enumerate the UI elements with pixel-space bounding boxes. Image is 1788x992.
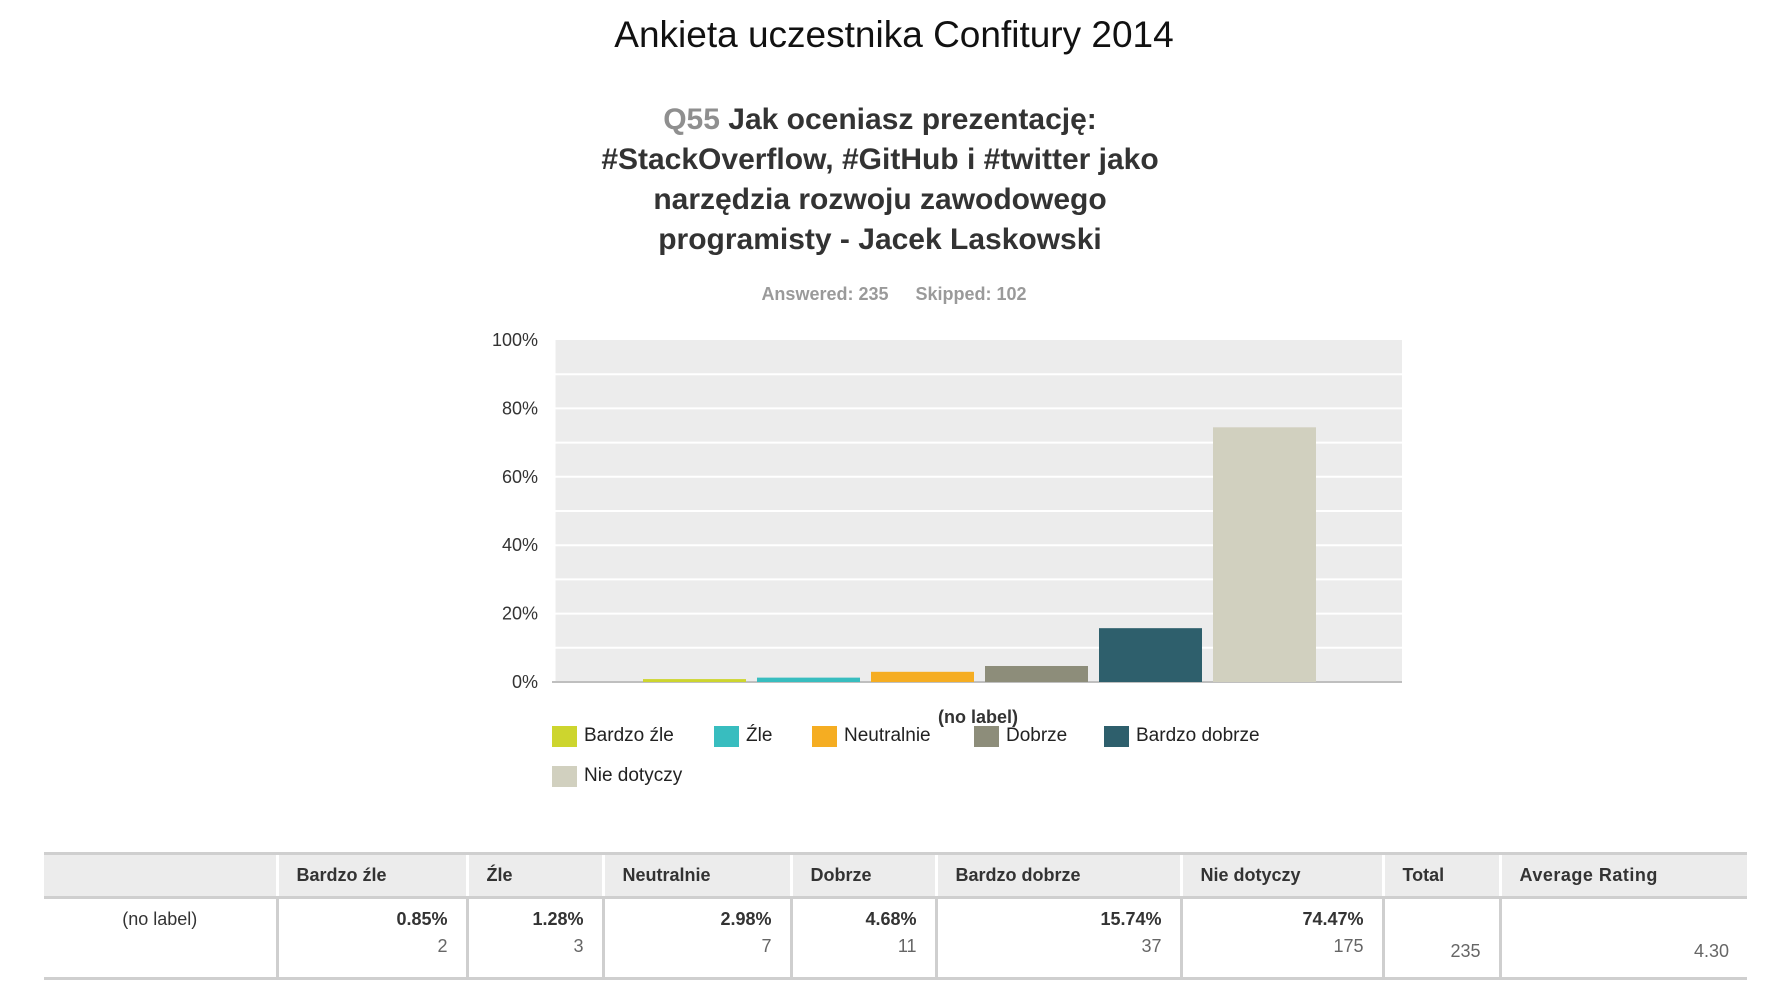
legend-swatch — [552, 765, 577, 787]
y-tick-label: 80% — [502, 398, 538, 418]
legend-swatch — [974, 725, 999, 747]
cell-count: 2 — [437, 936, 448, 956]
survey-title: Ankieta uczestnika Confitury 2014 — [614, 14, 1174, 55]
average-rating-cell: 4.30 — [1498, 897, 1747, 980]
legend-item: Bardzo źle — [552, 724, 674, 748]
question-title-line-1: Jak oceniasz prezentację: — [728, 103, 1097, 136]
total-value: 235 — [1450, 941, 1481, 961]
table-cell: 74.47% 175 — [1179, 897, 1383, 980]
legend-label: Bardzo dobrze — [1136, 725, 1260, 746]
bar-neutralnie — [871, 671, 974, 682]
x-axis-category-label: (no label) — [938, 707, 1018, 727]
row-label: (no label) — [44, 897, 277, 980]
table-header-empty — [44, 852, 277, 899]
table-header-row: Bardzo źle Źle Neutralnie Dobrze Bardzo … — [44, 852, 1747, 899]
cell-count: 37 — [1141, 936, 1162, 956]
table-header-bardzo-zle: Bardzo źle — [275, 852, 467, 899]
legend-swatch — [1104, 725, 1129, 747]
table-cell: 4.68% 11 — [789, 897, 936, 980]
results-table: Bardzo źle Źle Neutralnie Dobrze Bardzo … — [44, 852, 1747, 980]
legend-swatch — [552, 725, 577, 747]
question-title-line-3: narzędzia rozwoju zawodowego — [653, 183, 1107, 216]
y-tick-label: 40% — [502, 535, 538, 555]
bar--le — [757, 677, 860, 682]
legend-swatch — [714, 725, 739, 747]
cell-percent: 2.98% — [720, 909, 772, 929]
table-cell: 2.98% 7 — [601, 897, 791, 980]
bar-nie-dotyczy — [1213, 427, 1316, 682]
table-cell: 1.28% 3 — [465, 897, 603, 980]
bar-chart: 100% 80% 60% 40% 20% 0% (no label) — [492, 330, 1402, 727]
question-title-line-2: #StackOverflow, #GitHub i #twitter jako — [601, 143, 1159, 176]
legend-item: Dobrze — [974, 724, 1067, 748]
legend-label: Nie dotyczy — [584, 765, 683, 786]
table-header-average-rating: Average Rating — [1498, 852, 1747, 899]
table-header-neutralnie: Neutralnie — [601, 852, 791, 899]
cell-count: 7 — [761, 936, 772, 956]
total-cell: 235 — [1381, 897, 1500, 980]
average-rating-value: 4.30 — [1693, 941, 1729, 961]
legend-label: Bardzo źle — [584, 725, 674, 746]
legend-item: Neutralnie — [812, 724, 931, 748]
cell-percent: 4.68% — [865, 909, 917, 929]
legend-label: Neutralnie — [844, 725, 931, 746]
table-header-bardzo-dobrze: Bardzo dobrze — [934, 852, 1181, 899]
skipped-count: Skipped: 102 — [915, 284, 1027, 304]
y-tick-label: 20% — [502, 604, 538, 624]
question-number: Q55 — [663, 103, 720, 136]
cell-count: 3 — [573, 936, 584, 956]
table-header-zle: Źle — [465, 852, 603, 899]
cell-percent: 0.85% — [396, 909, 448, 929]
legend-label: Źle — [746, 725, 773, 746]
y-tick-label: 100% — [492, 330, 538, 350]
table-header-nie-dotyczy: Nie dotyczy — [1179, 852, 1383, 899]
question-title-line-4: programisty - Jacek Laskowski — [658, 223, 1102, 256]
table-header-total: Total — [1381, 852, 1500, 899]
legend-item: Bardzo dobrze — [1104, 724, 1260, 748]
bar-bardzo-le — [643, 679, 746, 682]
legend-label: Dobrze — [1006, 725, 1068, 746]
y-tick-label: 0% — [512, 672, 538, 692]
bar-bardzo-dobrze — [1099, 628, 1202, 682]
table-cell: 0.85% 2 — [275, 897, 467, 980]
table-cell: 15.74% 37 — [934, 897, 1181, 980]
legend-item: Nie dotyczy — [552, 764, 682, 788]
table-header-dobrze: Dobrze — [789, 852, 936, 899]
cell-percent: 1.28% — [532, 909, 584, 929]
question-title: Q55 Jak oceniasz prezentację: #StackOver… — [530, 100, 1230, 260]
legend-item: Źle — [714, 724, 772, 748]
legend-swatch — [812, 725, 837, 747]
cell-percent: 15.74% — [1100, 909, 1162, 929]
response-stats: Answered: 235 Skipped: 102 — [0, 284, 1788, 305]
y-tick-label: 60% — [502, 467, 538, 487]
cell-count: 11 — [897, 936, 917, 956]
cell-count: 175 — [1333, 936, 1364, 956]
answered-count: Answered: 235 — [761, 284, 889, 304]
bar-dobrze — [985, 665, 1088, 682]
table-row: (no label) 0.85% 2 1.28% 3 2.98% 7 4.68% 11 … — [44, 897, 1747, 980]
cell-percent: 74.47% — [1302, 909, 1364, 929]
